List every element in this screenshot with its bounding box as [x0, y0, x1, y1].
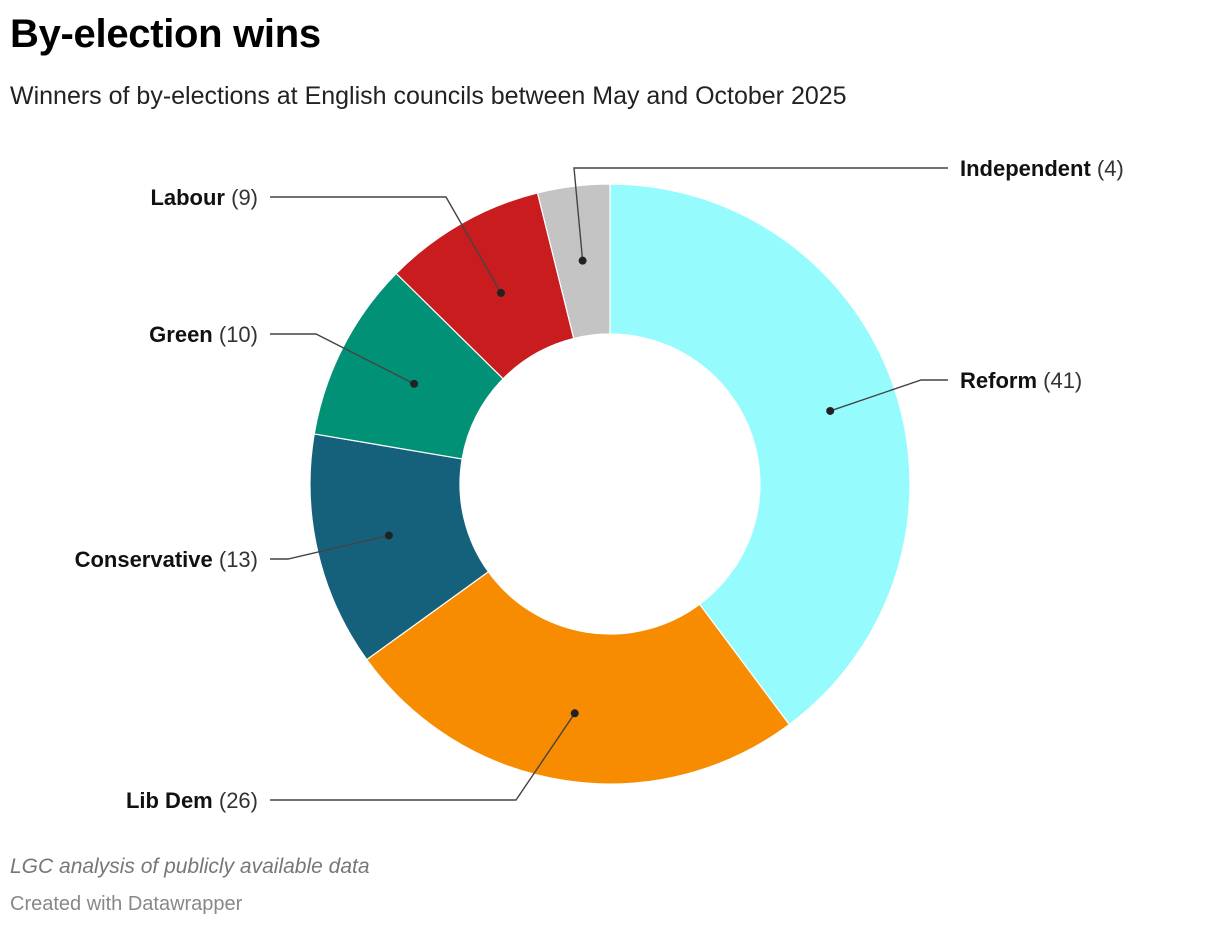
slice-labels: Reform (41) Lib Dem (26) Conservative (13)… — [75, 156, 1124, 813]
slice-label-independent: Independent (4) — [960, 156, 1124, 181]
source-note: LGC analysis of publicly available data — [10, 855, 370, 878]
chart-title: By-election wins — [10, 12, 321, 56]
leader-line-independent — [573, 167, 948, 261]
leader-dot-reform — [826, 406, 835, 415]
leader-dot-conservative — [384, 531, 393, 540]
leader-dot-green — [410, 379, 419, 388]
slice-label-value: (26) — [213, 788, 258, 813]
slice-label-name: Conservative — [75, 547, 213, 572]
slice-reform — [609, 183, 911, 726]
slice-conservative — [309, 433, 490, 661]
slice-label-name: Reform — [960, 368, 1037, 393]
leader-line-green — [270, 333, 415, 385]
slice-independent — [536, 183, 611, 340]
slice-label-reform: Reform (41) — [960, 368, 1082, 393]
slice-label-value: (10) — [213, 322, 258, 347]
slice-label-name: Labour — [150, 185, 225, 210]
leader-line-lib-dem — [270, 712, 576, 801]
slice-label-value: (13) — [213, 547, 258, 572]
slice-label-name: Lib Dem — [126, 788, 213, 813]
slice-label-value: (4) — [1091, 156, 1124, 181]
slice-label-green: Green (10) — [149, 322, 258, 347]
slice-lib-dem — [365, 570, 791, 785]
leader-line-labour — [270, 196, 502, 294]
slice-label-value: (9) — [225, 185, 258, 210]
leader-dot-lib-dem — [570, 709, 579, 718]
donut-slices — [309, 183, 911, 785]
slice-label-name: Independent — [960, 156, 1091, 181]
leader-dot-independent — [578, 256, 587, 265]
slice-label-name: Green — [149, 322, 213, 347]
credit-note: Created with Datawrapper — [10, 893, 243, 915]
slice-label-labour: Labour (9) — [150, 185, 258, 210]
leader-line-conservative — [270, 534, 390, 560]
slice-label-conservative: Conservative (13) — [75, 547, 258, 572]
leader-dot-labour — [496, 288, 505, 297]
chart-subtitle: Winners of by-elections at English counc… — [10, 82, 847, 110]
slice-label-lib-dem: Lib Dem (26) — [126, 788, 258, 813]
leader-line-reform — [829, 379, 948, 412]
slice-label-value: (41) — [1037, 368, 1082, 393]
